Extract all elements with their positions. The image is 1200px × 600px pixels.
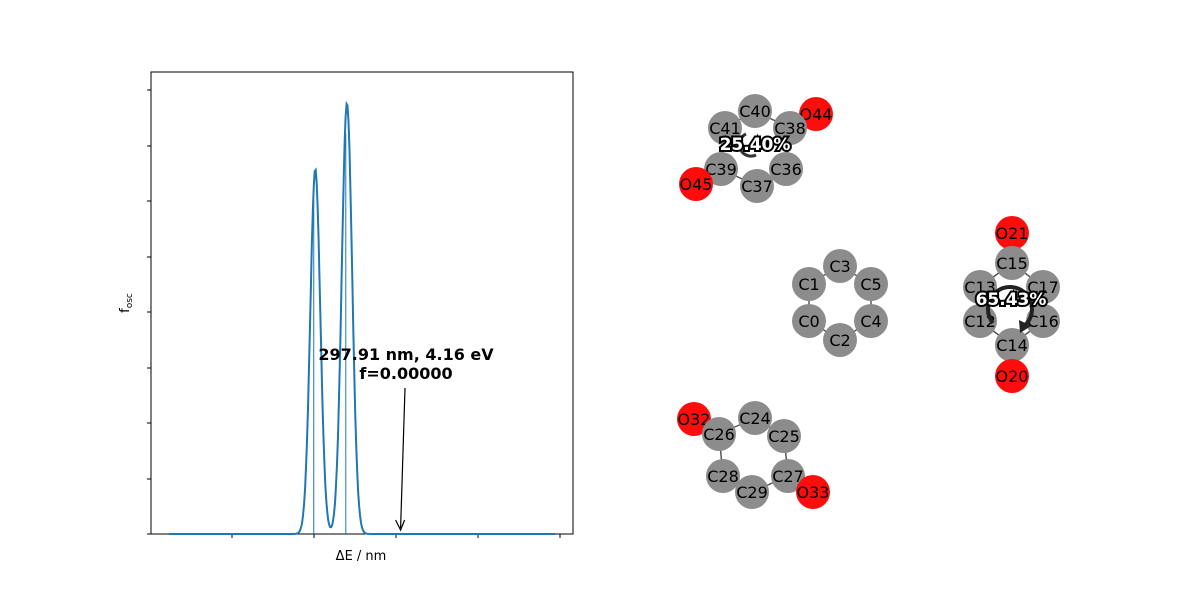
atom-c14: C14: [995, 328, 1029, 362]
atom-o44: O44: [799, 97, 833, 131]
ring-bottom: O32 C24 C26 C25 C28 C27 C29 O33: [677, 401, 830, 509]
ring-right: O21 C15 C13 C17 C12 C16 C14 O20 65.43%: [963, 216, 1060, 393]
atom-o33: O33: [796, 475, 830, 509]
svg-text:C24: C24: [739, 409, 771, 428]
atom-c27: C27: [771, 459, 805, 493]
atom-c16: C16: [1026, 304, 1060, 338]
svg-text:C4: C4: [860, 312, 881, 331]
y-axis-label-main: f: [118, 308, 133, 313]
svg-text:C2: C2: [829, 331, 850, 350]
svg-text:O21: O21: [996, 224, 1029, 243]
y-axis-label-subscript: osc: [125, 293, 135, 308]
annotation-line-2: f=0.00000: [359, 364, 452, 383]
plot-frame: [150, 71, 574, 535]
atom-c24: C24: [738, 401, 772, 435]
atom-c15: C15: [995, 246, 1029, 280]
y-ticks: [147, 89, 151, 535]
ring-current-arrow: [986, 285, 1034, 328]
ring-current-arrow: [737, 132, 757, 158]
svg-text:C25: C25: [768, 427, 800, 446]
svg-text:O33: O33: [797, 483, 830, 502]
atom-c41: C41: [708, 111, 742, 145]
atom-c40: C40: [738, 94, 772, 128]
svg-text:C14: C14: [996, 336, 1028, 355]
atom-c25: C25: [767, 419, 801, 453]
spectrum-panel: ΔE / nm fosc 297.91 nm, 4.16 eV f=0.0000…: [118, 71, 574, 564]
svg-text:C41: C41: [709, 119, 741, 138]
atom-o20: O20: [995, 359, 1029, 393]
svg-text:C38: C38: [774, 119, 806, 138]
annotation-arrow-line: [400, 387, 406, 529]
svg-text:C37: C37: [741, 177, 773, 196]
atom-c39: C39: [704, 152, 738, 186]
atom-c28: C28: [706, 459, 740, 493]
atom-c13: C13: [963, 270, 997, 304]
atom-c29: C29: [735, 475, 769, 509]
svg-text:C36: C36: [770, 160, 802, 179]
spectrum-line: [169, 100, 555, 535]
atom-o21: O21: [995, 216, 1029, 250]
ring-top-percentage: 25.40%: [720, 135, 791, 155]
ring-top: C40 O44 C41 C38 C39 C36 O45 C37 25.40%: [679, 94, 833, 203]
molecule-panel: C40 O44 C41 C38 C39 C36 O45 C37 25.40% C…: [677, 94, 1060, 509]
atom-c3: C3: [823, 249, 857, 283]
atom-o32: O32: [677, 402, 711, 436]
svg-text:C15: C15: [996, 254, 1028, 273]
svg-text:C13: C13: [964, 278, 996, 297]
atom-c4: C4: [854, 304, 888, 338]
svg-text:C27: C27: [772, 467, 804, 486]
svg-text:C40: C40: [739, 102, 771, 121]
atom-c5: C5: [854, 267, 888, 301]
svg-text:C26: C26: [703, 425, 735, 444]
svg-text:O32: O32: [678, 410, 711, 429]
atom-c38: C38: [773, 111, 807, 145]
ring-right-percentage: 65.43%: [976, 290, 1047, 310]
svg-text:C5: C5: [860, 275, 881, 294]
atom-o45: O45: [679, 167, 713, 201]
ring-center: C3 C1 C5 C0 C4 C2: [792, 249, 888, 357]
svg-text:C17: C17: [1027, 278, 1059, 297]
svg-text:C28: C28: [707, 467, 739, 486]
annotation-line-1: 297.91 nm, 4.16 eV: [318, 345, 494, 364]
atom-c36: C36: [769, 152, 803, 186]
ring-current-arrowhead: [1019, 320, 1031, 333]
svg-text:C0: C0: [798, 312, 819, 331]
atom-c1: C1: [792, 267, 826, 301]
svg-text:O20: O20: [996, 367, 1029, 386]
x-axis-label: ΔE / nm: [336, 549, 387, 564]
svg-text:C16: C16: [1027, 312, 1059, 331]
svg-text:C3: C3: [829, 257, 850, 276]
svg-text:C39: C39: [705, 160, 737, 179]
atom-c26: C26: [702, 417, 736, 451]
atom-c0: C0: [792, 304, 826, 338]
atom-c17: C17: [1026, 270, 1060, 304]
annotation-arrow: [395, 387, 406, 532]
atom-c37: C37: [740, 169, 774, 203]
svg-text:C1: C1: [798, 275, 819, 294]
svg-text:O45: O45: [680, 175, 713, 194]
atom-c2: C2: [823, 323, 857, 357]
svg-text:C29: C29: [736, 483, 768, 502]
y-axis-label: fosc: [118, 293, 135, 313]
svg-text:O44: O44: [800, 105, 833, 124]
annotation-arrowhead: [395, 519, 406, 532]
